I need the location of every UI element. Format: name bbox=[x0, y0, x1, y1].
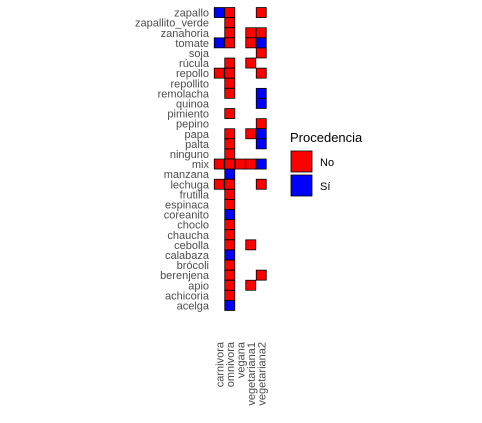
heatmap-cell bbox=[224, 27, 236, 39]
y-tick-label: berenjena bbox=[160, 270, 210, 282]
heatmap-cell bbox=[213, 67, 225, 79]
y-tick-label: zapallito_verde bbox=[135, 18, 209, 30]
heatmap-cells bbox=[213, 7, 267, 311]
heatmap-cell bbox=[213, 158, 225, 170]
x-axis-tick-labels: carnivoraomnivoraveganavegetariana1veget… bbox=[214, 341, 268, 405]
heatmap-cell bbox=[224, 87, 236, 99]
heatmap-cell bbox=[224, 168, 236, 180]
heatmap-cell bbox=[224, 57, 236, 69]
legend-key bbox=[290, 174, 313, 197]
y-tick-label: coreanito bbox=[164, 210, 209, 222]
heatmap-cell bbox=[224, 219, 236, 231]
y-tick-label: manzana bbox=[164, 169, 210, 181]
x-tick-label: vegetariana2 bbox=[256, 342, 268, 406]
heatmap-cell bbox=[224, 178, 236, 190]
heatmap-cell bbox=[245, 57, 257, 69]
x-tick-label: carnivora bbox=[214, 341, 226, 387]
y-tick-label: espinaca bbox=[165, 199, 210, 211]
y-tick-label: repollito bbox=[170, 78, 209, 90]
y-tick-label: cebolla bbox=[174, 240, 210, 252]
y-tick-label: achicoria bbox=[165, 290, 210, 302]
y-tick-label: mix bbox=[192, 159, 210, 171]
y-tick-label: papa bbox=[185, 129, 210, 141]
y-tick-label: remolacha bbox=[158, 88, 210, 100]
legend-label: Sí bbox=[320, 181, 330, 193]
y-tick-label: frutilla bbox=[180, 189, 210, 201]
heatmap-cell bbox=[255, 7, 267, 18]
heatmap-cell bbox=[224, 289, 236, 301]
heatmap-cell bbox=[224, 108, 236, 119]
y-tick-label: repollo bbox=[176, 68, 209, 80]
heatmap-cell bbox=[213, 178, 225, 190]
heatmap-cell bbox=[224, 229, 236, 241]
y-tick-label: pimiento bbox=[167, 109, 209, 121]
y-tick-label: brócoli bbox=[177, 260, 209, 272]
heatmap-cell bbox=[255, 138, 267, 150]
legend-label: No bbox=[320, 157, 334, 169]
heatmap-cell bbox=[255, 158, 267, 170]
y-tick-label: soja bbox=[189, 48, 210, 60]
y-axis-tick-labels: zapallozapallito_verdezanahoriatomatesoj… bbox=[135, 8, 210, 313]
heatmap-cell bbox=[255, 67, 267, 79]
y-tick-label: calabaza bbox=[165, 250, 210, 262]
heatmap-cell bbox=[213, 7, 225, 18]
y-tick-label: palta bbox=[185, 139, 210, 151]
y-tick-label: zanahoria bbox=[161, 28, 210, 40]
y-tick-label: pepino bbox=[176, 119, 209, 131]
y-tick-label: quinoa bbox=[176, 98, 210, 110]
heatmap-cell bbox=[255, 27, 267, 39]
legend-items: No Sí bbox=[290, 150, 334, 197]
heatmap-cell bbox=[245, 27, 257, 39]
heatmap-cell bbox=[255, 178, 267, 190]
heatmap-cell bbox=[255, 37, 267, 49]
x-tick-label: vegetariana1 bbox=[246, 342, 258, 406]
heatmap-cell bbox=[224, 259, 236, 271]
heatmap-cell bbox=[224, 67, 236, 79]
heatmap-cell bbox=[224, 128, 236, 140]
y-tick-label: apio bbox=[188, 280, 209, 292]
heatmap-cell bbox=[245, 158, 257, 170]
heatmap-cell bbox=[245, 37, 257, 49]
heatmap-cell bbox=[213, 37, 225, 49]
y-tick-label: lechuga bbox=[170, 179, 209, 191]
heatmap-cell bbox=[255, 269, 267, 281]
heatmap-cell bbox=[245, 239, 257, 251]
y-tick-label: rúcula bbox=[179, 58, 210, 70]
heatmap-cell bbox=[224, 239, 236, 251]
heatmap-cell bbox=[224, 300, 236, 311]
y-tick-label: chaucha bbox=[167, 230, 209, 242]
heatmap-cell bbox=[224, 17, 236, 29]
heatmap-cell bbox=[245, 128, 257, 140]
heatmap-cell bbox=[255, 47, 267, 59]
y-tick-label: tomate bbox=[175, 38, 209, 50]
legend-key bbox=[290, 150, 313, 173]
heatmap-cell bbox=[255, 118, 267, 130]
y-tick-label: acelga bbox=[177, 300, 210, 312]
y-tick-label: ninguno bbox=[170, 149, 209, 161]
heatmap-cell bbox=[255, 87, 267, 99]
heatmap-cell bbox=[224, 209, 236, 220]
x-tick-label: omnivora bbox=[225, 341, 237, 387]
heatmap-cell bbox=[224, 269, 236, 281]
heatmap-cell bbox=[224, 158, 236, 170]
heatmap-cell bbox=[224, 279, 236, 291]
legend: Procedencia No Sí bbox=[290, 130, 363, 197]
heatmap-cell bbox=[224, 37, 236, 49]
heatmap-cell bbox=[255, 98, 267, 109]
heatmap-cell bbox=[224, 148, 236, 160]
heatmap-cell bbox=[245, 279, 257, 291]
heatmap-cell bbox=[255, 128, 267, 140]
legend-title: Procedencia bbox=[290, 130, 363, 145]
heatmap-cell bbox=[234, 158, 246, 170]
heatmap-cell bbox=[224, 77, 236, 89]
heatmap-cell bbox=[224, 138, 236, 150]
heatmap-cell bbox=[224, 7, 236, 18]
y-tick-label: zapallo bbox=[174, 8, 209, 20]
heatmap-cell bbox=[224, 199, 236, 210]
x-tick-label: vegana bbox=[235, 341, 247, 378]
heatmap-cell bbox=[224, 249, 236, 261]
heatmap-cell bbox=[224, 188, 236, 200]
y-tick-label: choclo bbox=[177, 220, 209, 232]
